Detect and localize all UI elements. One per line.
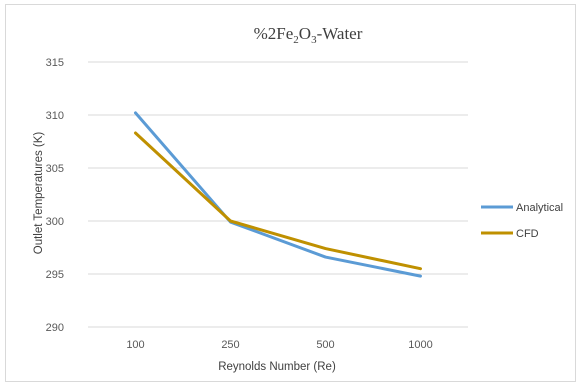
y-tick-label: 310 bbox=[46, 110, 64, 122]
x-axis-ticks: 100 250 500 1000 bbox=[126, 339, 432, 351]
x-axis-title: Reynolds Number (Re) bbox=[218, 361, 336, 373]
series-line-analytical bbox=[134, 111, 422, 278]
chart-title: %2Fe2O3-Water bbox=[254, 24, 363, 46]
legend: Analytical CFD bbox=[481, 202, 563, 240]
y-axis-title: Outlet Temperatures (K) bbox=[33, 132, 45, 255]
y-tick-label: 295 bbox=[46, 269, 64, 281]
series-line-cfd bbox=[134, 131, 422, 271]
y-tick-label: 290 bbox=[46, 322, 64, 334]
y-tick-label: 315 bbox=[46, 57, 64, 69]
legend-label-cfd: CFD bbox=[516, 228, 539, 240]
x-tick-label: 500 bbox=[316, 339, 334, 351]
series-lines bbox=[134, 111, 422, 278]
x-tick-label: 250 bbox=[221, 339, 239, 351]
y-tick-label: 305 bbox=[46, 163, 64, 175]
chart-frame bbox=[5, 4, 576, 382]
y-tick-label: 300 bbox=[46, 216, 64, 228]
y-axis-ticks: 290 295 300 305 310 315 bbox=[46, 57, 64, 334]
x-tick-label: 100 bbox=[126, 339, 144, 351]
legend-label-analytical: Analytical bbox=[516, 202, 563, 214]
gridlines bbox=[88, 61, 468, 328]
x-tick-label: 1000 bbox=[408, 339, 432, 351]
